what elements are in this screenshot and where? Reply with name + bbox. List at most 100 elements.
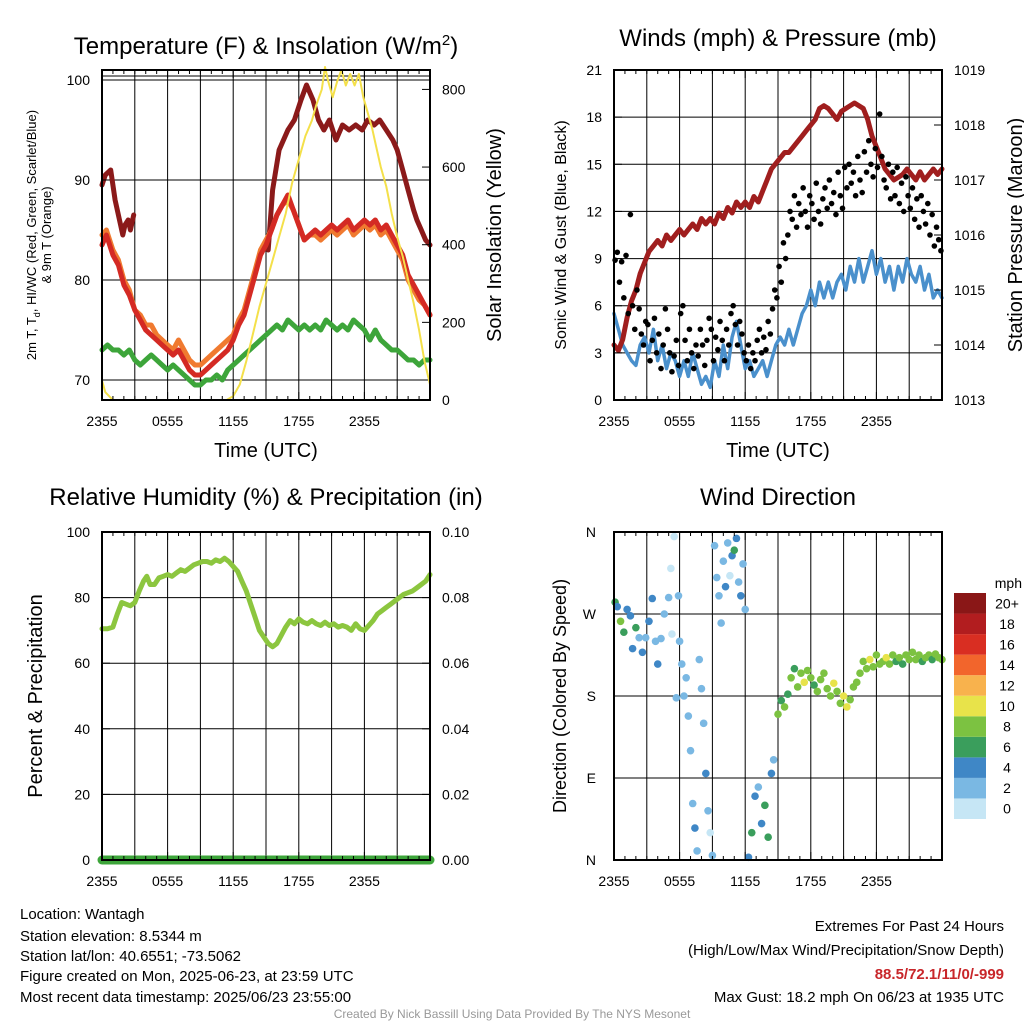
gust-point bbox=[879, 153, 885, 160]
direction-point bbox=[813, 687, 822, 696]
gust-point bbox=[918, 192, 925, 199]
x-tick-label: 0555 bbox=[664, 873, 695, 889]
x-tick-label: 2355 bbox=[86, 873, 117, 889]
direction-point bbox=[823, 684, 831, 693]
gust-point bbox=[848, 180, 855, 186]
direction-point bbox=[846, 695, 854, 704]
gust-point bbox=[653, 350, 660, 356]
chart-title: Relative Humidity (%) & Precipitation (i… bbox=[49, 484, 482, 511]
y2-tick-label: 800 bbox=[442, 81, 466, 97]
gust-point bbox=[911, 216, 918, 223]
gust-point bbox=[844, 185, 850, 191]
colorbar-title: mph bbox=[995, 575, 1022, 591]
direction-point bbox=[872, 651, 881, 659]
gust-point bbox=[719, 337, 726, 344]
direction-point bbox=[684, 712, 693, 720]
gust-point bbox=[890, 169, 896, 175]
direction-point bbox=[726, 571, 734, 580]
gust-point bbox=[660, 342, 666, 348]
gust-point bbox=[645, 321, 651, 328]
gust-point bbox=[870, 174, 876, 180]
y-tick-label: 15 bbox=[586, 156, 602, 172]
y2-tick-label: 1018 bbox=[954, 117, 985, 133]
gust-point bbox=[662, 306, 669, 312]
direction-point bbox=[702, 769, 710, 778]
gust-point bbox=[935, 236, 942, 243]
direction-point bbox=[675, 637, 684, 646]
created-text: Figure created on Mon, 2025-06-23, at 23… bbox=[20, 968, 354, 985]
gust-point bbox=[793, 224, 800, 230]
gust-point bbox=[778, 279, 785, 285]
gust-point bbox=[763, 346, 769, 353]
gust-point bbox=[710, 357, 717, 364]
gust-point bbox=[631, 326, 638, 333]
direction-point bbox=[757, 819, 766, 828]
y-tick-label: N bbox=[586, 852, 596, 868]
gust-point bbox=[616, 279, 623, 285]
x-tick-label: 2355 bbox=[86, 413, 117, 429]
direction-point bbox=[790, 664, 799, 673]
gust-point bbox=[686, 326, 693, 333]
y-tick-label: 6 bbox=[594, 298, 602, 314]
y2-tick-label: 0.08 bbox=[442, 590, 469, 606]
direction-point bbox=[767, 769, 776, 778]
colorbar-swatch bbox=[954, 613, 986, 635]
chart-title: Wind Direction bbox=[700, 484, 856, 511]
gust-point bbox=[820, 196, 826, 202]
direction-point bbox=[869, 663, 877, 671]
direction-point bbox=[810, 681, 818, 689]
direction-point bbox=[889, 651, 897, 659]
direction-point bbox=[706, 828, 715, 837]
gust-point bbox=[736, 318, 743, 325]
y-tick-label: 80 bbox=[74, 590, 90, 606]
gust-point bbox=[822, 185, 828, 191]
direction-point bbox=[895, 653, 904, 662]
y2-tick-label: 0.06 bbox=[442, 655, 469, 671]
colorbar-swatch bbox=[954, 798, 986, 819]
gust-point bbox=[931, 243, 938, 249]
gust-point bbox=[785, 232, 791, 238]
colorbar-label: 2 bbox=[1003, 780, 1011, 796]
gust-point bbox=[649, 337, 656, 344]
x-tick-label: 2355 bbox=[861, 873, 892, 889]
direction-point bbox=[730, 546, 739, 555]
direction-point bbox=[787, 673, 795, 682]
gust-point bbox=[629, 302, 636, 309]
direction-point bbox=[793, 683, 802, 691]
gust-point bbox=[723, 326, 730, 333]
direction-point bbox=[807, 673, 815, 682]
direction-point bbox=[657, 634, 665, 643]
gust-point bbox=[892, 192, 898, 199]
latlon-text: Station lat/lon: 40.6551; -73.5062 bbox=[20, 948, 242, 965]
direction-point bbox=[686, 746, 695, 755]
direction-point bbox=[915, 651, 923, 659]
gust-point bbox=[905, 192, 911, 199]
gust-point bbox=[802, 208, 809, 215]
extremes-title: Extremes For Past 24 Hours bbox=[814, 918, 1004, 935]
gust-point bbox=[684, 357, 691, 364]
y-tick-label: N bbox=[586, 524, 596, 540]
gust-point bbox=[747, 365, 754, 372]
direction-point bbox=[674, 591, 683, 600]
direction-point bbox=[680, 692, 688, 700]
direction-point bbox=[723, 539, 732, 547]
gust-point bbox=[776, 263, 782, 270]
colorbar-swatch bbox=[954, 675, 986, 696]
gust-point bbox=[837, 192, 844, 199]
panel-winds: 2355 0555 1155 1755 2355 0 3 6 9 12 15 18 21 1013 1014… bbox=[553, 25, 1024, 462]
y2-tick-label: 0.10 bbox=[442, 524, 469, 540]
gust-point bbox=[677, 310, 684, 317]
gust-point bbox=[717, 318, 723, 325]
direction-point bbox=[635, 633, 643, 642]
gust-point bbox=[824, 205, 830, 212]
gust-point bbox=[903, 174, 909, 180]
x-tick-label: 1155 bbox=[730, 873, 760, 889]
y-tick-label: W bbox=[583, 606, 597, 622]
direction-point bbox=[641, 633, 650, 642]
direction-point bbox=[667, 564, 675, 573]
gust-point bbox=[699, 342, 706, 348]
max-gust-text: Max Gust: 18.2 mph On 06/23 at 1935 UTC bbox=[713, 989, 1004, 1006]
direction-point bbox=[732, 534, 741, 543]
y2-axis-label: Station Pressure (Maroon) bbox=[1005, 118, 1024, 353]
direction-point bbox=[616, 617, 625, 626]
